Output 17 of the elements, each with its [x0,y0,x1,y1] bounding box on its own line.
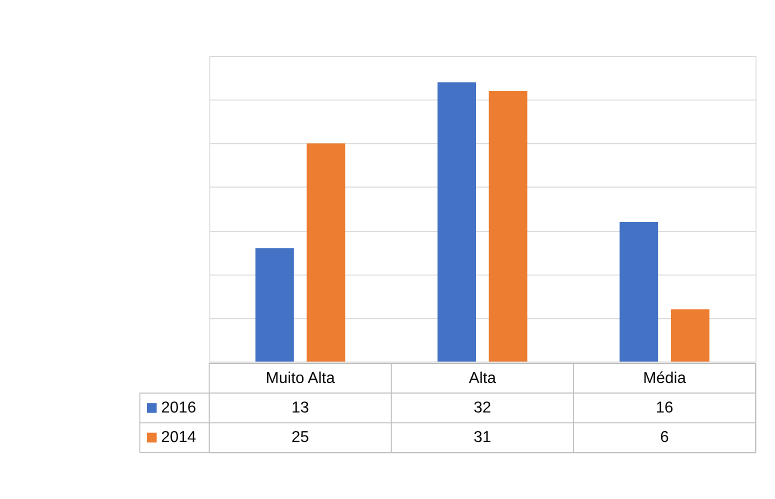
data-label: 6 [660,429,670,446]
data-label: 16 [656,400,674,417]
x-tick-label: Alta [468,370,496,387]
bar [488,91,528,362]
legend-label: 2014 [161,429,196,446]
legend-label: 2016 [161,400,196,417]
data-label: 32 [474,400,492,417]
bar [255,248,294,362]
bar [620,222,658,362]
x-tick-label: Muito Alta [266,370,336,387]
bar [670,309,710,362]
x-tick-label: Média [643,370,686,387]
data-label: 31 [474,429,492,446]
data-label: 25 [292,429,310,446]
bar [438,82,476,362]
data-label: 13 [292,400,310,417]
bar [306,143,346,362]
